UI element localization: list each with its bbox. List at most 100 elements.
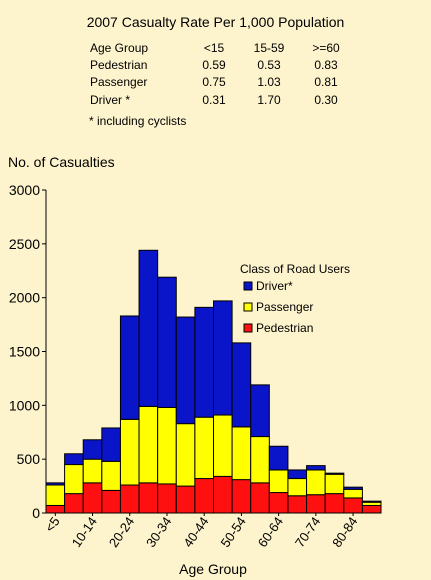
bar-driver-60-64 xyxy=(268,445,289,471)
x-tick-label: 30-34 xyxy=(143,514,174,550)
rate-cell: 0.81 xyxy=(314,75,338,90)
bar-driver-65-69 xyxy=(287,469,308,480)
bar-passenger-5-9 xyxy=(64,464,84,495)
rate-row-label: Passenger xyxy=(90,75,148,90)
bar-passenger-30-34 xyxy=(157,406,177,485)
bar-driver-50-54 xyxy=(231,342,252,428)
rate-cell: 0.53 xyxy=(257,58,281,73)
bar-pedestrian-25-29 xyxy=(138,482,159,514)
rate-table-row: Driver * 0.31 1.70 0.30 xyxy=(86,92,348,109)
legend-label: Passenger xyxy=(256,300,313,314)
bar-driver-25-29 xyxy=(138,249,159,407)
bar-passenger-45-49 xyxy=(213,414,233,477)
bar-driver-75-79 xyxy=(324,472,345,475)
bar-pedestrian-80-84 xyxy=(343,497,363,514)
bar-passenger-65-69 xyxy=(287,478,308,497)
rate-cell: >=60 xyxy=(312,41,340,55)
y-tick-label: 0 xyxy=(32,505,40,521)
x-tick-label: 80-84 xyxy=(329,514,360,550)
rate-cell: 0.30 xyxy=(314,92,338,107)
rate-table-header: Age Group <15 15-59 >=60 xyxy=(86,40,348,57)
bar-pedestrian-50-54 xyxy=(231,479,252,514)
bar-driver-30-34 xyxy=(157,276,177,408)
bar-passenger-20-24 xyxy=(119,418,140,486)
bar-pedestrian-10-14 xyxy=(82,482,103,514)
x-tick-label: 40-44 xyxy=(180,514,211,550)
bar-pedestrian-40-44 xyxy=(194,478,214,514)
rate-cell: 0.83 xyxy=(314,58,338,73)
rate-row-label: Pedestrian xyxy=(90,58,148,73)
rate-cell: 15-59 xyxy=(253,41,285,55)
x-tick-label: 20-24 xyxy=(106,514,137,550)
rate-table-row: Passenger 0.75 1.03 0.81 xyxy=(86,74,348,91)
casualty-rate-table: Age Group <15 15-59 >=60 Pedestrian 0.59 0.53 0… xyxy=(86,40,348,109)
bar-driver-20-24 xyxy=(119,315,140,420)
y-tick-label: 1000 xyxy=(9,397,40,413)
legend-swatch xyxy=(243,323,253,333)
x-tick-label: <5 xyxy=(42,514,63,535)
bar-pedestrian-75-79 xyxy=(324,493,345,514)
x-axis-label: Age Group xyxy=(179,561,247,577)
rate-cell: 0.75 xyxy=(202,75,226,90)
bar-pedestrian-65-69 xyxy=(287,495,308,514)
bar-pedestrian-20-24 xyxy=(119,484,140,514)
x-tick-label: 10-14 xyxy=(69,514,100,550)
y-tick-label: 2000 xyxy=(9,290,40,306)
bar-passenger-75-79 xyxy=(324,473,345,495)
bar-driver-10-14 xyxy=(82,439,103,460)
bar-pedestrian-60-64 xyxy=(268,492,289,514)
legend-label: Pedestrian xyxy=(256,321,313,335)
legend-title: Class of Road Users xyxy=(240,262,350,276)
bar-driver-35-39 xyxy=(175,316,196,425)
rate-cell: 0.59 xyxy=(202,58,226,73)
y-tick-label: 1500 xyxy=(9,344,40,360)
rate-cell: <15 xyxy=(203,41,225,55)
y-axis-label: No. of Casualties xyxy=(8,154,115,170)
bar-driver-55-59 xyxy=(250,384,270,438)
y-tick-label: 3000 xyxy=(9,182,40,198)
bar-passenger-15-19 xyxy=(101,460,121,491)
bar-driver-45-49 xyxy=(213,300,233,416)
bar-passenger-35-39 xyxy=(175,423,196,487)
bar-passenger-50-54 xyxy=(231,426,252,481)
bar-pedestrian-30-34 xyxy=(157,483,177,514)
rate-table-row: Pedestrian 0.59 0.53 0.83 xyxy=(86,57,348,74)
legend-swatch xyxy=(243,281,253,291)
bar-pedestrian-35-39 xyxy=(175,485,196,514)
bar-passenger-40-44 xyxy=(194,416,214,480)
bar-passenger-10-14 xyxy=(82,458,103,484)
rate-cell: 0.31 xyxy=(202,92,226,107)
x-tick-label: 60-64 xyxy=(255,514,286,550)
bar-driver-85 xyxy=(361,500,382,503)
bar-pedestrian-70-74 xyxy=(306,494,326,514)
bar-pedestrian-45-49 xyxy=(213,475,233,514)
bar-driver-70-74 xyxy=(306,465,326,471)
bar-driver-40-44 xyxy=(194,306,214,418)
bar-pedestrian-5 xyxy=(45,504,66,514)
y-tick-label: 500 xyxy=(17,451,41,467)
rate-row-label: Driver * xyxy=(90,92,131,107)
legend-swatch xyxy=(243,302,253,312)
bar-pedestrian-85 xyxy=(361,504,382,514)
x-tick-label: 50-54 xyxy=(218,514,249,550)
bar-driver-15-19 xyxy=(101,427,121,462)
rate-cell: 1.70 xyxy=(257,92,281,107)
bar-driver-5-9 xyxy=(64,453,84,466)
rate-cell: 1.03 xyxy=(257,75,281,90)
bar-passenger-60-64 xyxy=(268,469,289,494)
x-tick-label: 70-74 xyxy=(292,514,323,550)
bar-passenger-55-59 xyxy=(250,436,270,484)
bar-pedestrian-5-9 xyxy=(64,493,84,514)
chart-title: 2007 Casualty Rate Per 1,000 Population xyxy=(86,14,345,30)
bar-passenger-5 xyxy=(45,484,66,506)
bar-pedestrian-55-59 xyxy=(250,482,270,514)
bar-driver-80-84 xyxy=(343,486,363,490)
bar-passenger-70-74 xyxy=(306,469,326,496)
legend-label: Driver* xyxy=(256,279,293,293)
bar-passenger-80-84 xyxy=(343,488,363,499)
bar-pedestrian-15-19 xyxy=(101,489,121,514)
bar-passenger-25-29 xyxy=(138,405,159,484)
table-footnote: * including cyclists xyxy=(89,114,187,128)
bar-driver-5 xyxy=(45,482,66,486)
